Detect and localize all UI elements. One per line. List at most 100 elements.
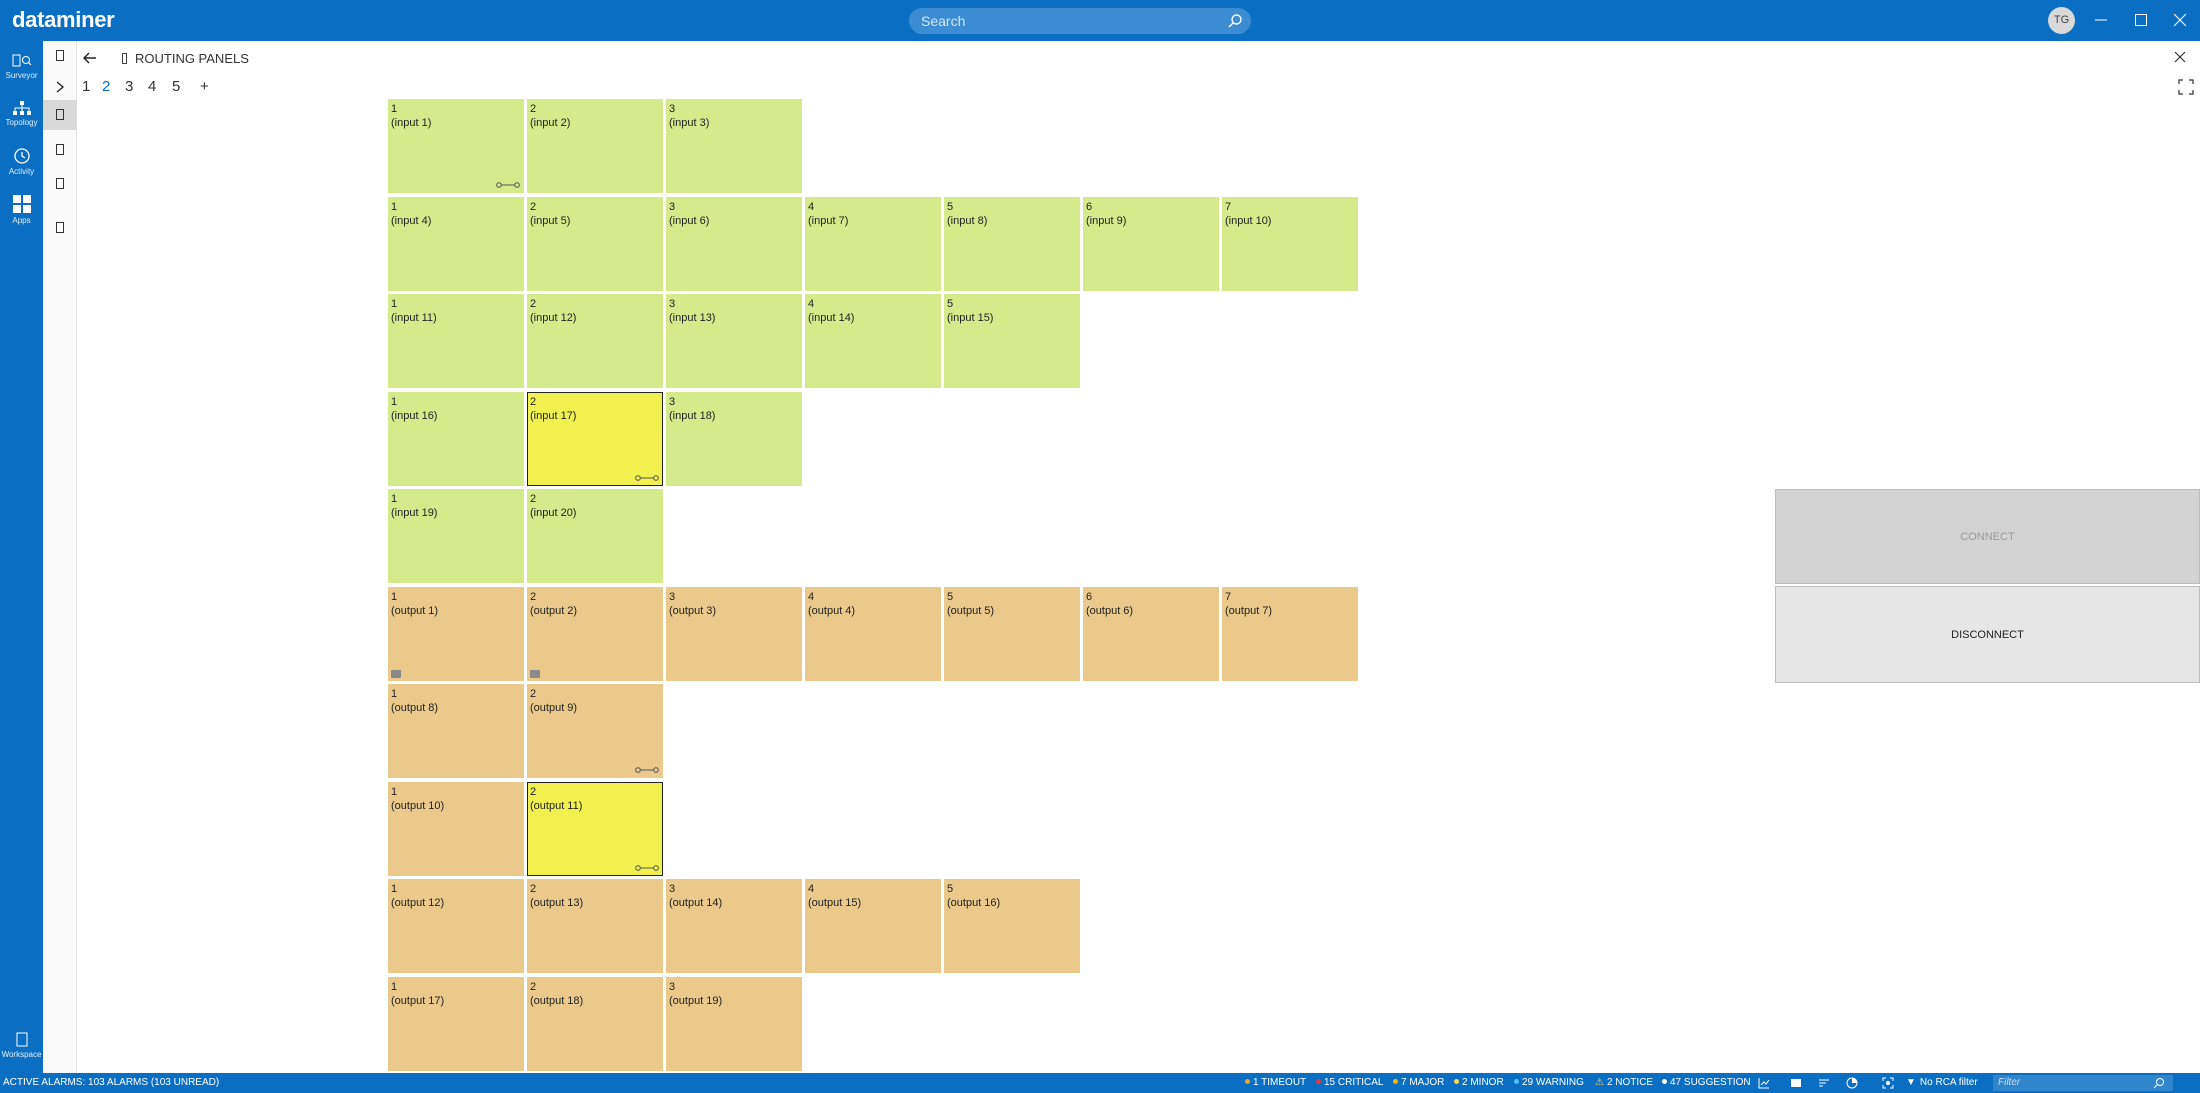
tab-page-1[interactable]: 1 xyxy=(82,78,91,95)
input-button[interactable]: 1 (input 19) xyxy=(388,489,524,583)
output-button[interactable]: 7 (output 7) xyxy=(1222,587,1358,681)
trend-icon[interactable] xyxy=(1758,1077,1770,1089)
output-button[interactable]: 3 (output 3) xyxy=(666,587,802,681)
workspace-icon xyxy=(16,1032,27,1047)
active-alarms-summary[interactable]: ACTIVE ALARMS: 103 ALARMS (103 UNREAD) xyxy=(3,1077,220,1088)
input-number: 4 xyxy=(808,201,815,213)
input-button[interactable]: 6 (input 9) xyxy=(1083,197,1219,291)
output-button[interactable]: 2 (output 11) xyxy=(527,782,663,876)
fullscreen-icon[interactable] xyxy=(2178,79,2194,95)
input-button[interactable]: 1 (input 4) xyxy=(388,197,524,291)
severity-timeout[interactable]: 1 TIMEOUT xyxy=(1245,1073,1306,1093)
close-panel-icon[interactable] xyxy=(2172,49,2188,65)
output-number: 3 xyxy=(669,981,676,993)
input-number: 2 xyxy=(530,396,537,408)
severity-warning[interactable]: 29 WARNING xyxy=(1514,1073,1584,1093)
rca-filter[interactable]: ▼ No RCA filter xyxy=(1906,1077,1978,1088)
panel-button[interactable] xyxy=(43,135,77,165)
output-button[interactable]: 2 (output 18) xyxy=(527,977,663,1071)
connect-button[interactable]: CONNECT xyxy=(1775,489,2200,584)
search-icon[interactable] xyxy=(2153,1077,2165,1089)
output-button[interactable]: 5 (output 16) xyxy=(944,879,1080,973)
output-button[interactable]: 1 (output 12) xyxy=(388,879,524,973)
list-view-icon[interactable] xyxy=(1790,1077,1802,1089)
connection-icon xyxy=(635,865,659,871)
focus-icon[interactable] xyxy=(1882,1077,1894,1089)
tab-page-2[interactable]: 2 xyxy=(102,78,111,95)
output-label: (output 9) xyxy=(530,702,578,714)
disconnect-button[interactable]: DISCONNECT xyxy=(1775,586,2200,683)
output-button[interactable]: 2 (output 13) xyxy=(527,879,663,973)
back-arrow-icon[interactable] xyxy=(80,48,100,68)
output-button[interactable]: 5 (output 5) xyxy=(944,587,1080,681)
input-button[interactable]: 2 (input 2) xyxy=(527,99,663,193)
pie-icon[interactable] xyxy=(1846,1077,1858,1089)
chevron-right-icon[interactable] xyxy=(53,80,67,94)
input-button[interactable]: 5 (input 8) xyxy=(944,197,1080,291)
close-window-icon[interactable] xyxy=(2170,10,2190,30)
output-button[interactable]: 4 (output 4) xyxy=(805,587,941,681)
new-panel-button[interactable] xyxy=(43,41,77,71)
rail-item-activity[interactable]: Activity xyxy=(0,141,43,187)
rail-item-surveyor[interactable]: Surveyor xyxy=(0,47,43,93)
output-button[interactable]: 2 (output 2) xyxy=(527,587,663,681)
tab-page-3[interactable]: 3 xyxy=(125,78,134,95)
input-number: 2 xyxy=(530,298,537,310)
input-label: (input 9) xyxy=(1086,215,1127,227)
input-button[interactable]: 1 (input 16) xyxy=(388,392,524,486)
output-button[interactable]: 1 (output 1) xyxy=(388,587,524,681)
severity-major[interactable]: 7 MAJOR xyxy=(1393,1073,1444,1093)
input-button[interactable]: 2 (input 20) xyxy=(527,489,663,583)
input-button[interactable]: 2 (input 17) xyxy=(527,392,663,486)
tab-page-4[interactable]: 4 xyxy=(148,78,157,95)
input-label: (input 12) xyxy=(530,312,577,324)
output-button[interactable]: 1 (output 8) xyxy=(388,684,524,778)
tab-page-5[interactable]: 5 xyxy=(172,78,181,95)
severity-critical[interactable]: 15 CRITICAL xyxy=(1316,1073,1383,1093)
brand-logo[interactable]: dataminer xyxy=(12,7,115,32)
search-input[interactable]: Search xyxy=(909,8,1251,34)
output-label: (output 6) xyxy=(1086,605,1134,617)
rail-item-workspace[interactable]: Workspace xyxy=(0,1026,43,1072)
add-page-button[interactable]: + xyxy=(200,78,209,95)
output-label: (output 18) xyxy=(530,995,584,1007)
output-button[interactable]: 3 (output 14) xyxy=(666,879,802,973)
panel-button-active[interactable] xyxy=(43,100,77,130)
input-button[interactable]: 4 (input 7) xyxy=(805,197,941,291)
filter-input[interactable]: Filter xyxy=(1993,1075,2173,1091)
input-button[interactable]: 2 (input 12) xyxy=(527,294,663,388)
connection-icon xyxy=(635,767,659,773)
severity-notice[interactable]: ⚠ 2 NOTICE xyxy=(1595,1077,1654,1088)
input-number: 1 xyxy=(391,103,398,115)
input-button[interactable]: 3 (input 18) xyxy=(666,392,802,486)
maximize-icon[interactable] xyxy=(2131,10,2151,30)
severity-minor[interactable]: 2 MINOR xyxy=(1454,1073,1504,1093)
input-button[interactable]: 4 (input 14) xyxy=(805,294,941,388)
severity-suggestion[interactable]: 47 SUGGESTION xyxy=(1662,1073,1751,1093)
input-button[interactable]: 3 (input 3) xyxy=(666,99,802,193)
input-button[interactable]: 1 (input 11) xyxy=(388,294,524,388)
output-button[interactable]: 1 (output 10) xyxy=(388,782,524,876)
rail-item-apps[interactable]: Apps xyxy=(0,188,43,234)
rail-item-topology[interactable]: Topology xyxy=(0,94,43,140)
input-button[interactable]: 3 (input 6) xyxy=(666,197,802,291)
input-button[interactable]: 5 (input 15) xyxy=(944,294,1080,388)
input-button[interactable]: 2 (input 5) xyxy=(527,197,663,291)
search-icon[interactable] xyxy=(1227,13,1243,29)
minimize-icon[interactable] xyxy=(2091,10,2111,30)
output-number: 1 xyxy=(391,591,398,603)
panel-button[interactable] xyxy=(43,213,77,243)
output-label: (output 4) xyxy=(808,605,856,617)
output-button[interactable]: 2 (output 9) xyxy=(527,684,663,778)
input-button[interactable]: 7 (input 10) xyxy=(1222,197,1358,291)
avatar[interactable]: TG xyxy=(2048,7,2075,34)
input-button[interactable]: 3 (input 13) xyxy=(666,294,802,388)
sort-icon[interactable] xyxy=(1818,1077,1830,1089)
output-button[interactable]: 1 (output 17) xyxy=(388,977,524,1071)
output-button[interactable]: 6 (output 6) xyxy=(1083,587,1219,681)
input-label: (input 15) xyxy=(947,312,994,324)
output-button[interactable]: 3 (output 19) xyxy=(666,977,802,1071)
panel-button[interactable] xyxy=(43,169,77,199)
output-button[interactable]: 4 (output 15) xyxy=(805,879,941,973)
input-button[interactable]: 1 (input 1) xyxy=(388,99,524,193)
